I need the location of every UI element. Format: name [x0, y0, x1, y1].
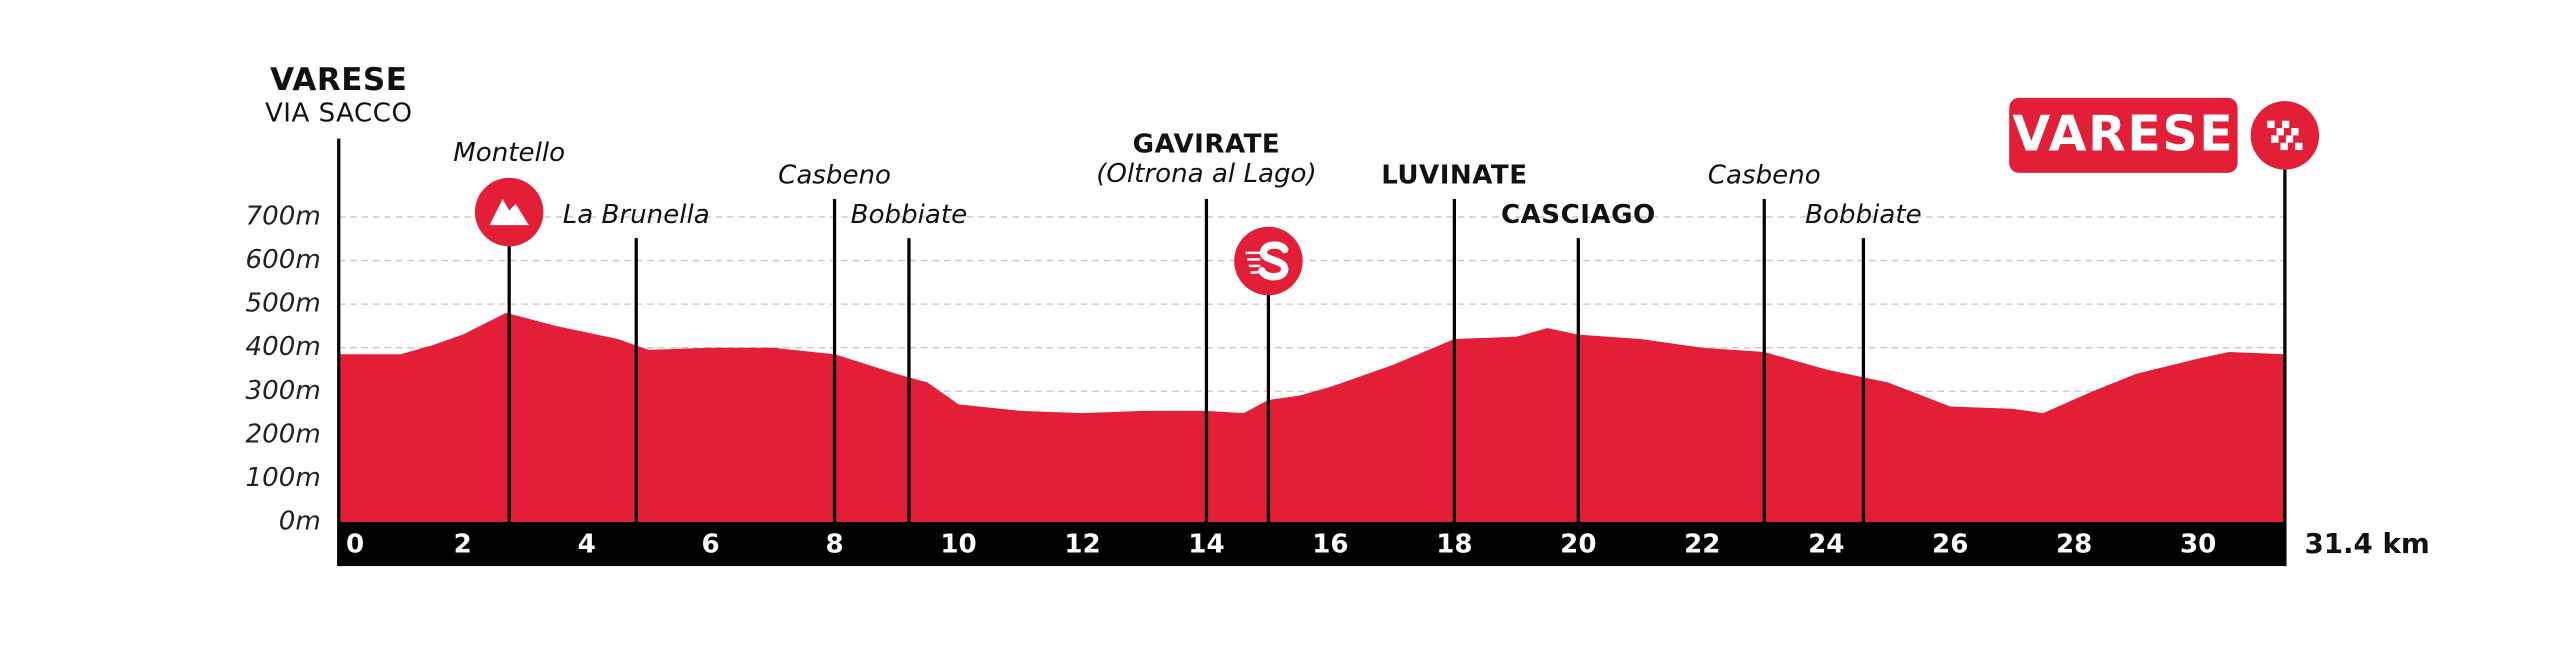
- x-tick-label: 30: [2180, 529, 2216, 559]
- x-tick-label: 31.4 km: [2304, 527, 2429, 560]
- x-tick-label: 26: [1932, 529, 1968, 559]
- x-tick-label: 2: [454, 529, 472, 559]
- y-tick-label: 300m: [246, 376, 321, 406]
- elevation-area: [338, 312, 2285, 523]
- x-tick-label: 16: [1312, 529, 1348, 559]
- waypoint-name: La Brunella: [563, 200, 710, 230]
- x-tick-label: 18: [1436, 529, 1472, 559]
- x-tick-label: 24: [1808, 529, 1844, 559]
- waypoint-name: CASCIAGO: [1501, 200, 1656, 230]
- y-tick-label: 700m: [246, 201, 321, 231]
- y-tick-label: 200m: [246, 419, 321, 449]
- waypoint-name: Montello: [453, 138, 565, 168]
- waypoint-name: Bobbiate: [1805, 200, 1922, 230]
- kom-mountain: [489, 199, 529, 226]
- waypoint-sub: (Oltrona al Lago): [1096, 159, 1316, 189]
- waypoint-name: Bobbiate: [851, 200, 968, 230]
- finish-icon: [2250, 101, 2320, 170]
- y-tick-label: 500m: [246, 289, 321, 319]
- x-tick-label: 28: [2056, 529, 2092, 559]
- waypoint-name: Casbeno: [1708, 161, 1821, 191]
- waypoint-name: LUVINATE: [1381, 161, 1527, 191]
- finish-check: [2295, 142, 2303, 151]
- finish-check: [2280, 142, 2288, 151]
- finish-check: [2281, 120, 2290, 129]
- finish-name: VARESE: [2012, 106, 2234, 163]
- x-tick-label: 12: [1064, 529, 1100, 559]
- y-tick-label: 600m: [246, 245, 321, 275]
- finish-check: [2271, 135, 2279, 143]
- x-tick-label: 22: [1684, 529, 1720, 559]
- waypoint-name: GAVIRATE: [1133, 130, 1281, 160]
- x-tick-label: 8: [825, 529, 843, 559]
- finish-check: [2285, 135, 2294, 143]
- x-tick-label: 6: [702, 529, 720, 559]
- x-tick-label: 14: [1188, 529, 1224, 559]
- finish-check: [2291, 128, 2299, 136]
- y-tick-label: 400m: [246, 332, 321, 362]
- waypoint-name: VARESE: [270, 62, 407, 98]
- sprint-s: [1258, 241, 1289, 281]
- waypoint-name: Casbeno: [778, 161, 891, 191]
- x-tick-label: 10: [940, 529, 976, 559]
- finish-badge: [2009, 97, 2238, 173]
- x-tick-label: 20: [1560, 529, 1596, 559]
- y-tick-label: 0m: [279, 507, 321, 537]
- x-tick-label: 4: [578, 529, 596, 559]
- x-tick-label: 0: [346, 529, 364, 559]
- waypoint-sub: VIA SACCO: [265, 99, 413, 129]
- x-axis-bar: [337, 522, 2287, 567]
- finish-check: [2267, 120, 2275, 129]
- y-tick-label: 100m: [246, 463, 321, 493]
- finish-check: [2276, 128, 2284, 136]
